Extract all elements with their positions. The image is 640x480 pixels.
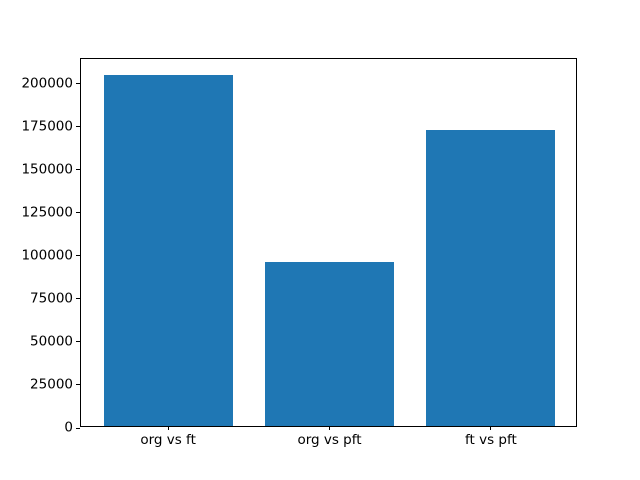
x-tick-label: ft vs pft — [464, 432, 517, 448]
plot-area: 0 25000 50000 75000 100000 125000 150000 175000… — [21, 58, 577, 447]
y-tick-mark — [76, 384, 80, 386]
y-tick-label: 0 — [64, 419, 73, 436]
x-tick-mark — [167, 426, 169, 430]
y-tick-mark — [76, 169, 80, 171]
x-tick-mark — [329, 426, 330, 430]
y-tick-mark — [76, 126, 80, 127]
bar-org-vs-ft — [103, 74, 233, 426]
y-tick-label: 175000 — [21, 117, 73, 134]
bar-ft-vs-pft — [426, 129, 556, 426]
y-tick-label: 75000 — [30, 290, 73, 307]
x-tick-label: org vs pft — [297, 432, 362, 448]
y-tick-mark — [76, 83, 80, 84]
bar-org-vs-pft — [265, 262, 395, 426]
y-tick-mark — [76, 298, 80, 300]
y-tick-label: 125000 — [21, 203, 73, 220]
y-tick-mark — [76, 427, 80, 429]
y-tick-label: 50000 — [30, 333, 73, 350]
x-tick-mark — [490, 426, 492, 430]
y-tick-mark — [76, 255, 80, 257]
y-tick-label: 25000 — [30, 376, 73, 393]
y-tick-mark — [76, 341, 80, 343]
x-tick-label: org vs ft — [140, 432, 196, 448]
y-tick-mark — [76, 212, 80, 214]
y-tick-label: 100000 — [21, 246, 73, 263]
y-tick-label: 150000 — [21, 160, 73, 177]
y-tick-label: 200000 — [21, 74, 73, 91]
